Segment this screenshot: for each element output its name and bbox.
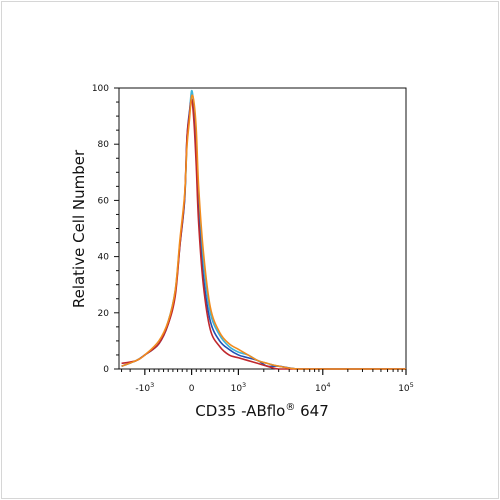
x-tick-label: 104 [315, 381, 331, 394]
x-tick-label-base: 10 [315, 384, 327, 394]
histogram-series-3 [121, 98, 406, 370]
histogram-series-4 [121, 94, 406, 370]
x-axis-title: CD35 -ABflo® 647 [195, 402, 329, 420]
x-axis-title-text: CD35 -ABflo [195, 402, 285, 420]
y-tick-label: 60 [98, 196, 110, 206]
axes-box [118, 87, 407, 370]
x-axis: -103 0 103 104 105 [121, 369, 414, 394]
plot-area [118, 87, 407, 370]
x-tick-label: -103 [135, 381, 154, 394]
y-tick-label: 80 [98, 140, 110, 150]
x-tick-label-exponent: 3 [242, 381, 246, 389]
x-axis-title-suffix: 647 [295, 402, 328, 420]
y-tick-label: 0 [103, 365, 109, 375]
x-tick-label-exponent: 3 [150, 381, 154, 389]
histogram-series-2 [121, 98, 406, 370]
x-axis-title-symbol: ® [285, 402, 295, 413]
x-tick-label-exponent: 5 [410, 381, 414, 389]
x-tick-label-base: 10 [231, 384, 243, 394]
x-tick-label: 105 [398, 381, 414, 394]
x-tick-label-base: 0 [189, 384, 195, 394]
y-axis: 0 20 40 60 80 100 [92, 84, 119, 375]
y-tick-label: 40 [98, 253, 110, 263]
y-axis-title: Relative Cell Number [70, 149, 88, 308]
y-tick-label: 100 [92, 84, 109, 94]
y-tick-label: 20 [98, 309, 110, 319]
x-tick-label: 103 [231, 381, 247, 394]
x-tick-label-exponent: 4 [326, 381, 330, 389]
x-tick-label: 0 [189, 384, 195, 394]
histogram-series-1 [121, 89, 406, 370]
x-tick-label-base: -10 [135, 384, 150, 394]
x-tick-label-base: 10 [398, 384, 410, 394]
series-layer [121, 89, 406, 370]
